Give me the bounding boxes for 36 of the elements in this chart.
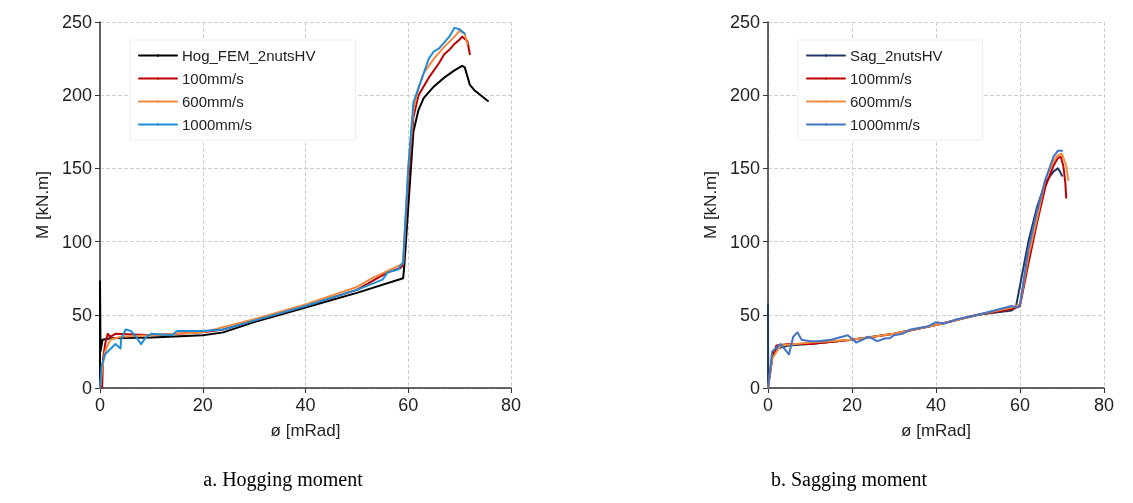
legend-label: 1000mm/s (182, 116, 253, 133)
y-tick-label: 0 (81, 378, 92, 398)
x-tick-label: 40 (925, 395, 947, 415)
y-tick-label: 50 (71, 304, 92, 325)
x-axis-title: ø [mRad] (270, 421, 341, 440)
y-tick-label: 200 (61, 85, 92, 106)
legend-label: 600mm/s (850, 93, 912, 110)
x-tick-label: 20 (841, 395, 863, 415)
y-axis-title: M [kN.m] (33, 171, 53, 239)
legend-label: 100mm/s (182, 70, 244, 87)
x-axis-title: ø [mRad] (901, 421, 971, 440)
x-tick-label: 40 (295, 395, 316, 415)
y-tick-label: 250 (61, 12, 92, 32)
y-tick-label: 250 (729, 12, 760, 32)
y-tick-label: 200 (729, 85, 760, 106)
legend-label: 1000mm/s (850, 116, 921, 133)
text: b. Sagging moment (769, 468, 929, 491)
legend-label: 100mm/s (850, 70, 912, 87)
text: a. Hogging moment (202, 468, 364, 491)
legend-label: Sag_2nutsHV (850, 47, 943, 64)
y-tick-label: 150 (729, 158, 760, 179)
y-tick-label: 50 (739, 304, 760, 325)
x-tick-label: 80 (1093, 395, 1115, 415)
legend-label: Hog_FEM_2nutsHV (182, 47, 316, 64)
y-tick-label: 150 (61, 158, 92, 179)
x-tick-label: 0 (762, 395, 774, 415)
x-tick-label: 80 (500, 395, 522, 415)
legend-label: 600mm/s (182, 93, 244, 110)
y-axis-title: M [kN.m] (701, 171, 721, 239)
x-tick-label: 60 (398, 395, 419, 415)
x-tick-label: 20 (192, 395, 213, 415)
y-tick-label: 100 (61, 231, 92, 252)
x-tick-label: 0 (94, 395, 106, 415)
y-tick-label: 100 (729, 231, 760, 252)
x-tick-label: 60 (1009, 395, 1031, 415)
y-tick-label: 0 (749, 378, 760, 398)
